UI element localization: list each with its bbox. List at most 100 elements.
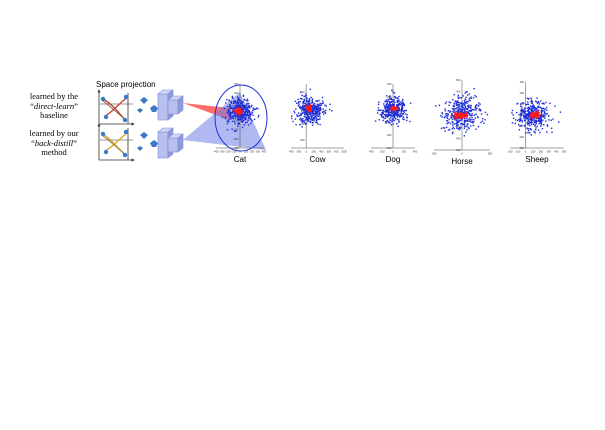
data-point-red: [457, 115, 459, 117]
data-point-blue: [537, 109, 540, 112]
data-point-blue: [396, 116, 399, 118]
data-point-blue: [538, 123, 540, 125]
data-point-blue: [444, 127, 446, 129]
data-point-blue: [517, 119, 519, 122]
data-point-blue: [393, 104, 395, 106]
data-point-blue: [455, 122, 457, 125]
data-point-blue: [451, 132, 454, 135]
data-point-blue: [393, 112, 396, 114]
data-point-blue: [316, 111, 318, 114]
data-point-blue: [406, 114, 408, 116]
data-point-blue: [312, 101, 314, 104]
data-point-blue: [528, 118, 530, 121]
data-point-blue: [294, 118, 297, 120]
data-point-blue: [315, 113, 317, 115]
data-point-blue: [544, 117, 546, 119]
data-point-blue: [307, 104, 309, 106]
data-point-blue: [541, 113, 543, 115]
data-point-blue: [248, 117, 250, 119]
data-point-blue: [544, 115, 546, 117]
data-point-blue: [399, 109, 401, 112]
data-point-blue: [463, 120, 466, 123]
data-point-blue: [480, 113, 483, 115]
data-point-blue: [306, 111, 308, 113]
data-point-blue: [381, 115, 383, 118]
data-point-blue: [243, 98, 246, 101]
data-point-blue: [466, 102, 468, 104]
data-point-blue: [467, 126, 470, 129]
data-point-blue: [462, 102, 464, 105]
data-point-blue: [533, 130, 535, 133]
data-point-blue: [526, 123, 529, 125]
data-point-blue: [467, 119, 469, 122]
data-point-blue: [550, 119, 552, 121]
data-point-blue: [541, 110, 543, 112]
data-point-blue: [299, 97, 302, 100]
data-point-blue: [458, 105, 460, 108]
data-point-blue: [379, 113, 382, 116]
data-point-red: [458, 113, 460, 115]
data-point-blue: [520, 112, 523, 114]
data-point-blue: [244, 121, 247, 124]
y-tick-label: -100: [233, 119, 239, 123]
y-tick-label: -400: [386, 133, 392, 137]
data-point-blue: [514, 122, 516, 124]
data-point-blue: [470, 115, 472, 117]
data-point-blue: [451, 128, 454, 130]
data-point-blue: [472, 97, 475, 99]
x-tick-label: -200: [225, 150, 231, 154]
data-point-blue: [238, 122, 240, 124]
data-point-blue: [477, 116, 479, 119]
data-point-blue: [389, 98, 391, 100]
data-point-blue: [537, 105, 540, 107]
data-point-blue: [304, 95, 306, 97]
data-point-blue: [253, 108, 255, 110]
data-point-blue: [389, 107, 392, 109]
data-point-blue: [465, 131, 467, 133]
data-point-blue: [319, 102, 321, 105]
data-point-blue: [389, 113, 391, 116]
x-tick-label: 0: [305, 150, 307, 154]
data-point-blue: [381, 109, 384, 112]
data-point-blue: [391, 110, 394, 112]
data-point-blue: [385, 109, 388, 111]
data-point-blue: [468, 127, 470, 130]
data-point-blue: [530, 97, 532, 99]
data-point-blue: [308, 116, 311, 119]
data-point-blue: [478, 108, 481, 110]
data-point-blue: [526, 117, 528, 120]
x-tick-label: -400: [288, 150, 294, 154]
highlight-ellipse: [214, 84, 268, 152]
data-point-blue: [301, 119, 303, 122]
data-point-blue: [452, 131, 454, 133]
data-point-blue: [540, 107, 543, 110]
data-point-blue: [531, 119, 533, 121]
data-point-red: [393, 107, 395, 109]
data-point-blue: [462, 95, 464, 97]
data-point-blue: [244, 118, 247, 120]
data-point-blue: [546, 109, 548, 111]
data-point-blue: [231, 115, 234, 117]
data-point-blue: [238, 98, 241, 101]
data-point-blue: [474, 106, 476, 108]
data-point-blue: [389, 95, 391, 97]
data-point-blue: [386, 105, 388, 107]
data-point-red: [463, 115, 465, 117]
data-point-blue: [541, 115, 544, 118]
x-tick-label: 200: [250, 150, 255, 154]
data-point-blue: [402, 104, 404, 106]
data-point-blue: [248, 110, 250, 112]
data-point-blue: [392, 117, 394, 120]
data-point-blue: [537, 129, 540, 131]
data-point-blue: [238, 100, 241, 102]
data-point-blue: [247, 110, 249, 113]
data-point-blue: [247, 114, 249, 117]
data-point-blue: [531, 100, 534, 103]
data-point-blue: [527, 119, 530, 121]
data-point-blue: [445, 101, 448, 103]
data-point-blue: [241, 102, 243, 105]
data-point-blue: [392, 113, 394, 115]
data-point-blue: [315, 114, 318, 116]
data-point-blue: [546, 112, 548, 115]
data-point-blue: [525, 114, 527, 117]
